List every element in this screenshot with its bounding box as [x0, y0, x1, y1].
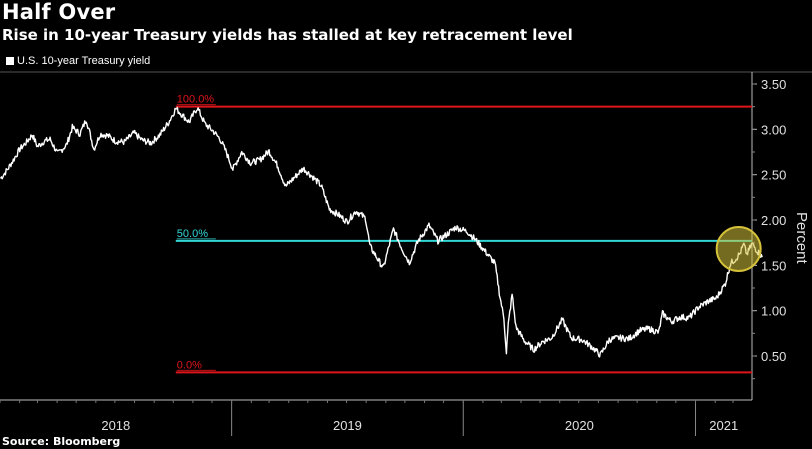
- retracement-label: 100.0%: [177, 94, 215, 106]
- y-tick-label: 2.00: [761, 213, 786, 228]
- y-tick-label: 3.50: [761, 77, 786, 92]
- x-tick-label: 2021: [709, 418, 738, 433]
- y-axis-label: Percent: [793, 212, 810, 265]
- source-note: Source: Bloomberg: [2, 435, 121, 448]
- x-tick-label: 2020: [565, 418, 594, 433]
- retracement-label: 0.0%: [177, 359, 202, 371]
- retracement-label: 50.0%: [177, 228, 208, 240]
- chart-subtitle: Rise in 10-year Treasury yields has stal…: [2, 26, 573, 44]
- y-tick-label: 1.00: [761, 304, 786, 319]
- y-tick-label: 0.50: [761, 349, 786, 364]
- yield-series-line: [0, 106, 763, 358]
- chart-title: Half Over: [2, 0, 116, 24]
- x-tick-label: 2018: [101, 418, 130, 433]
- legend-label: U.S. 10-year Treasury yield: [17, 55, 151, 67]
- legend: U.S. 10-year Treasury yield: [6, 55, 150, 67]
- x-tick-label: 2019: [333, 418, 362, 433]
- y-tick-label: 2.50: [761, 168, 786, 183]
- y-tick-label: 1.50: [761, 258, 786, 273]
- y-tick-label: 3.00: [761, 122, 786, 137]
- highlight-circle: [715, 226, 762, 273]
- legend-swatch: [6, 57, 14, 65]
